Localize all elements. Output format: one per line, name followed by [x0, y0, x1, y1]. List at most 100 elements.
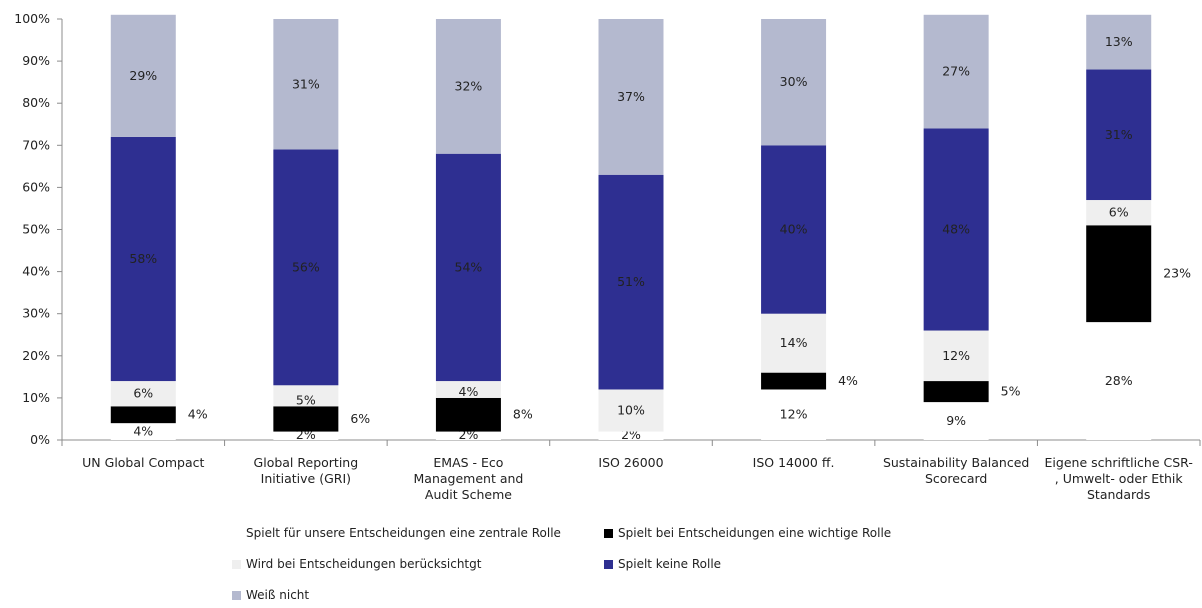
category-label-line: Audit Scheme	[424, 487, 512, 502]
bar-segment	[1086, 322, 1152, 440]
data-label: 14%	[780, 335, 808, 350]
bar-segment	[273, 385, 339, 407]
bar-segment	[435, 431, 501, 440]
bar-segment	[761, 313, 827, 373]
bar-segment	[110, 14, 176, 137]
y-tick-label: 100%	[14, 11, 50, 26]
bar-segment	[1086, 69, 1152, 201]
bar-segment	[1086, 200, 1152, 226]
category-label-line: Initiative (GRI)	[260, 471, 352, 486]
bar-segment	[273, 19, 339, 150]
category-label-line: ISO 14000 ff.	[752, 455, 835, 470]
data-label: 9%	[946, 413, 966, 428]
bar-segment	[598, 19, 664, 175]
bar-segment	[1086, 14, 1152, 70]
legend-label: Spielt für unsere Entscheidungen eine ze…	[246, 526, 561, 540]
legend-swatch	[232, 528, 241, 538]
data-label: 4%	[188, 407, 208, 422]
data-label: 6%	[350, 411, 370, 426]
data-label: 28%	[1105, 373, 1133, 388]
category-label-line: Global Reporting	[253, 455, 359, 470]
data-label: 31%	[1105, 127, 1133, 142]
data-label: 31%	[292, 76, 320, 91]
legend-label: Spielt bei Entscheidungen eine wichtige …	[618, 526, 892, 540]
data-label: 6%	[133, 386, 153, 401]
data-label: 40%	[780, 222, 808, 237]
y-tick-label: 20%	[22, 348, 50, 363]
bar-segment	[435, 397, 501, 432]
data-label: 48%	[942, 222, 970, 237]
y-tick-label: 10%	[22, 390, 50, 405]
bar-segment	[923, 128, 989, 331]
stacked-bar-chart: 0% 10% 20% 30% 40% 50% 60% 70% 80% 90% 100% 4% 4% 6% 5…	[14, 11, 1201, 447]
category-label-line: UN Global Compact	[82, 455, 205, 470]
category-label: UN Global Compact	[63, 455, 223, 471]
data-label: 8%	[513, 407, 533, 422]
y-tick-label: 50%	[22, 222, 50, 237]
bar-segment	[435, 19, 501, 154]
data-label: 4%	[133, 424, 153, 439]
legend-item: Wird bei Entscheidungen berücksichtgt	[232, 557, 481, 571]
data-label: 13%	[1105, 34, 1133, 49]
bar-segment	[273, 149, 339, 386]
bar-segment	[923, 14, 989, 129]
data-label: 58%	[129, 251, 157, 266]
category-label: Global Reporting Initiative (GRI)	[226, 455, 386, 487]
legend-swatch	[604, 528, 613, 538]
bar-segment	[435, 153, 501, 382]
y-tick-label: 30%	[22, 306, 50, 321]
bar-segment	[923, 402, 989, 440]
category-label: ISO 14000 ff.	[714, 455, 874, 471]
category-label-line: Standards	[1087, 487, 1151, 502]
bar-segment	[598, 389, 664, 432]
y-tick-label: 90%	[22, 53, 50, 68]
bar-segment	[110, 136, 176, 382]
data-label: 4%	[459, 384, 479, 399]
category-label-line: Management and	[413, 471, 524, 486]
legend-item: Spielt für unsere Entscheidungen eine ze…	[232, 526, 561, 540]
bar-segment	[761, 145, 827, 314]
bar-segment	[761, 389, 827, 440]
bar-segment	[923, 381, 989, 403]
bar-segment	[598, 431, 664, 440]
data-label: 27%	[942, 64, 970, 79]
category-label-line: Sustainability Balanced	[882, 455, 1030, 470]
data-label: 51%	[617, 274, 645, 289]
data-label: 5%	[296, 392, 316, 407]
bar-segment	[110, 423, 176, 440]
data-label: 29%	[129, 68, 157, 83]
legend-swatch	[232, 590, 241, 600]
y-tick-label: 0%	[30, 432, 50, 447]
category-label-line: EMAS - Eco	[433, 455, 504, 470]
data-label: 4%	[838, 373, 858, 388]
data-label: 6%	[1109, 205, 1129, 220]
category-label-line: Scorecard	[924, 471, 988, 486]
bar-segment	[761, 19, 827, 146]
bar-segment	[923, 330, 989, 382]
legend-label: Weiß nicht	[246, 588, 310, 602]
category-label: ISO 26000	[551, 455, 711, 471]
y-tick-label: 40%	[22, 264, 50, 279]
data-label: 32%	[455, 78, 483, 93]
category-label-line: , Umwelt- oder Ethik	[1054, 471, 1183, 486]
data-label: 5%	[1001, 384, 1021, 399]
data-label: 10%	[617, 403, 645, 418]
y-tick-label: 70%	[22, 137, 50, 152]
legend-label: Wird bei Entscheidungen berücksichtgt	[246, 557, 482, 571]
y-tick-label: 80%	[22, 95, 50, 110]
data-label: 30%	[780, 74, 808, 89]
bar-segment	[1086, 225, 1152, 323]
legend-item: Spielt keine Rolle	[604, 557, 721, 571]
data-label: 54%	[455, 259, 483, 274]
data-label: 37%	[617, 89, 645, 104]
data-label: 23%	[1163, 266, 1191, 281]
bar-segment	[273, 431, 339, 440]
category-label-line: ISO 26000	[598, 455, 664, 470]
category-label-line: Eigene schriftliche CSR-	[1044, 455, 1193, 470]
bar-segment	[598, 174, 664, 390]
y-tick-label: 60%	[22, 179, 50, 194]
category-label: Sustainability Balanced Scorecard	[876, 455, 1036, 487]
legend-item: Weiß nicht	[232, 588, 309, 602]
data-label: 12%	[942, 348, 970, 363]
